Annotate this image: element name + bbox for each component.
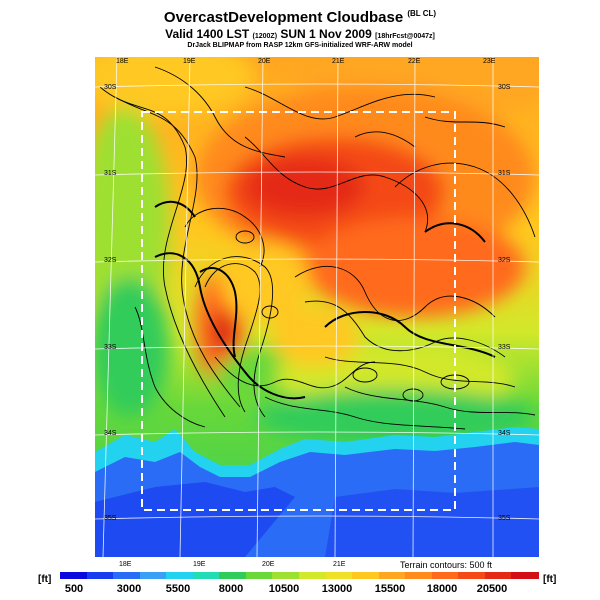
- title-main: OvercastDevelopment Cloudbase: [163, 9, 404, 26]
- lon-tick-bottom-18e: 18E: [119, 561, 132, 568]
- map-title: OvercastDevelopment Cloudbase (BL CL): [0, 9, 600, 26]
- colorbar-swatch: [431, 572, 460, 579]
- colorbar-label-10500: 10500: [268, 583, 300, 595]
- colorbar-label-3000: 3000: [116, 583, 142, 595]
- deep-ocean-west: [95, 482, 295, 557]
- lat-tick-left-32s: 32S: [104, 257, 117, 264]
- lat-tick-left-30s: 30S: [104, 84, 117, 91]
- lat-tick-left-31s: 31S: [104, 170, 117, 177]
- title-qualifier: (BL CL): [407, 9, 437, 18]
- lon-tick-top-21e: 21E: [332, 58, 345, 65]
- lon-tick-top-23e: 23E: [483, 58, 496, 65]
- subtitle-forecast: [18hrFcst@0047z]: [375, 33, 435, 40]
- colorbar-label-5500: 5500: [165, 583, 191, 595]
- colorbar-swatch: [458, 572, 486, 579]
- lat-tick-left-34s: 34S: [104, 430, 117, 437]
- colorbar-swatch: [511, 572, 539, 579]
- lon-tick-bottom-20e: 20E: [262, 561, 275, 568]
- subtitle-valid: Valid 1400 LST: [165, 27, 250, 41]
- lon-tick-top-18e: 18E: [116, 58, 129, 65]
- lat-tick-right-30s: 30S: [498, 84, 511, 91]
- lon-tick-top-20e: 20E: [258, 58, 271, 65]
- colorbar-swatch: [299, 572, 327, 579]
- inner-domain-boundary: [141, 111, 456, 511]
- colorbar-swatch: [378, 572, 407, 579]
- colorbar-swatch: [245, 572, 274, 579]
- lon-tick-top-19e: 19E: [183, 58, 196, 65]
- colorbar-unit-right: [ft]: [543, 574, 557, 585]
- colorbar-label-500: 500: [64, 583, 84, 595]
- colorbar-label-18000: 18000: [426, 583, 458, 595]
- subtitle-day: SUN 1 Nov 2009: [280, 27, 372, 41]
- colorbar-swatch: [405, 572, 433, 579]
- colorbar-swatch: [166, 572, 194, 579]
- colorbar-swatch: [219, 572, 247, 579]
- lon-tick-top-22e: 22E: [408, 58, 421, 65]
- colorbar-label-13000: 13000: [321, 583, 353, 595]
- deep-ocean-east: [325, 487, 539, 557]
- lat-tick-left-33s: 33S: [104, 344, 117, 351]
- colorbar-swatch: [60, 572, 88, 579]
- colorbar-label-20500: 20500: [476, 583, 508, 595]
- colorbar-swatch: [352, 572, 380, 579]
- terrain-contour-note: Terrain contours: 500 ft: [400, 560, 493, 570]
- lat-tick-right-35s: 35S: [498, 515, 511, 522]
- map-subtitle: Valid 1400 LST (1200Z) SUN 1 Nov 2009 [1…: [0, 27, 600, 41]
- colorbar-swatch: [86, 572, 115, 579]
- colorbar-label-8000: 8000: [218, 583, 244, 595]
- colorbar-swatch: [113, 572, 141, 579]
- colorbar-swatch: [272, 572, 300, 579]
- colorbar-swatch: [484, 572, 513, 579]
- lat-tick-right-31s: 31S: [498, 170, 511, 177]
- model-credit: DrJack BLIPMAP from RASP 12km GFS-initia…: [187, 42, 413, 49]
- colorbar-swatch: [139, 572, 168, 579]
- colorbar-swatch: [192, 572, 221, 579]
- lat-tick-right-34s: 34S: [498, 430, 511, 437]
- subtitle-zulu: (1200Z): [252, 33, 278, 40]
- bold-terrain-contours: [154, 200, 496, 400]
- lat-lon-grid: [95, 57, 539, 557]
- terrain-contours: [99, 66, 536, 430]
- lon-tick-bottom-19e: 19E: [193, 561, 206, 568]
- colorbar: [60, 572, 539, 579]
- colorbar-swatch: [325, 572, 354, 579]
- cloudbase-map: [95, 57, 539, 557]
- map-canvas: [95, 57, 539, 557]
- lat-tick-right-33s: 33S: [498, 344, 511, 351]
- lat-tick-left-35s: 35S: [104, 515, 117, 522]
- lat-tick-right-32s: 32S: [498, 257, 511, 264]
- colorbar-label-15500: 15500: [374, 583, 406, 595]
- lon-tick-bottom-21e: 21E: [333, 561, 346, 568]
- colorbar-unit-left: [ft]: [38, 574, 52, 585]
